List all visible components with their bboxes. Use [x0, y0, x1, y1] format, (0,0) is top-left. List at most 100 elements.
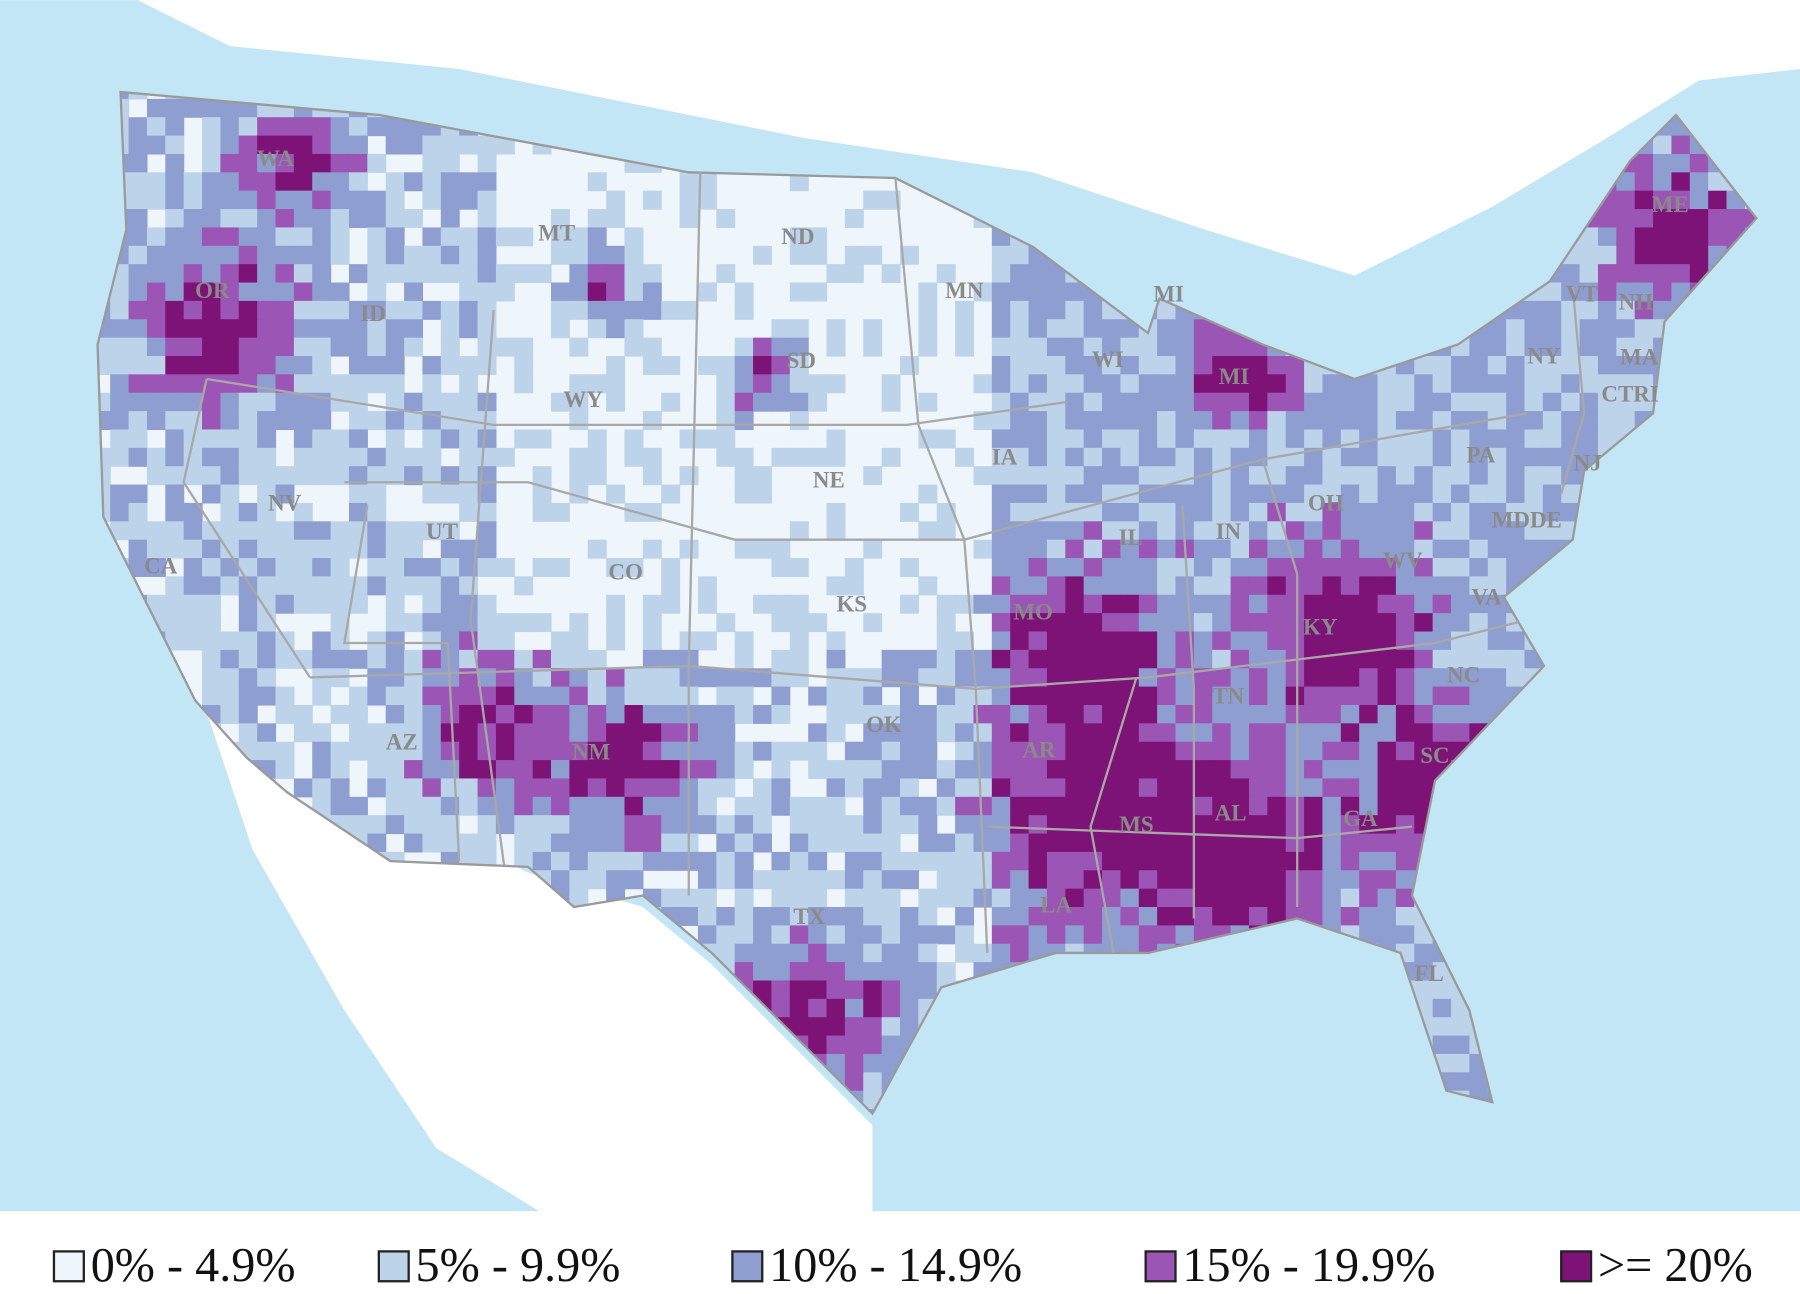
county-cell [551, 704, 570, 724]
county-cell [312, 411, 332, 431]
county-cell [367, 153, 387, 173]
county-cell [238, 594, 258, 614]
county-cell [551, 870, 570, 890]
county-cell [1046, 337, 1066, 357]
county-cell [1616, 300, 1636, 320]
county-cell [1248, 558, 1268, 577]
county-cell [826, 796, 846, 816]
county-cell [128, 392, 148, 412]
county-cell [1175, 484, 1195, 504]
county-cell [1175, 411, 1195, 431]
county-cell [385, 668, 405, 688]
county-cell [1230, 539, 1250, 559]
county-cell [514, 741, 534, 761]
county-cell [955, 649, 975, 669]
county-cell [1524, 502, 1544, 522]
county-cell [146, 594, 166, 614]
county-cell [1542, 429, 1562, 449]
county-cell [1157, 778, 1177, 798]
county-cell [624, 558, 644, 577]
county-cell [991, 466, 1011, 486]
county-cell [1138, 907, 1158, 926]
county-cell [844, 870, 864, 890]
county-cell [275, 521, 295, 541]
county-cell [881, 760, 901, 780]
county-cell [1377, 870, 1397, 890]
county-cell [1083, 447, 1103, 467]
county-cell [1487, 392, 1507, 412]
county-cell [734, 539, 754, 559]
county-cell [1359, 539, 1379, 559]
county-cell [606, 374, 626, 394]
county-cell [1285, 741, 1305, 761]
county-cell [1157, 502, 1177, 522]
county-cell [1506, 319, 1526, 339]
county-cell [1010, 319, 1030, 339]
county-cell [477, 796, 497, 816]
county-cell [1046, 576, 1066, 596]
county-cell [918, 833, 938, 853]
county-cell [422, 649, 442, 669]
county-cell [1028, 337, 1048, 357]
county-cell [1377, 502, 1397, 522]
county-cell [1065, 282, 1085, 302]
county-cell [1285, 778, 1305, 798]
county-cell [1359, 631, 1379, 651]
county-cell [422, 760, 442, 780]
county-cell [1102, 521, 1121, 541]
county-cell [881, 704, 901, 724]
county-cell [716, 704, 736, 724]
county-cell [606, 558, 626, 577]
county-cell [771, 447, 791, 467]
county-cell [459, 778, 479, 798]
county-cell [826, 778, 846, 798]
county-cell [789, 870, 809, 890]
county-cell [1083, 411, 1103, 431]
county-cell [1469, 558, 1489, 577]
county-cell [440, 613, 460, 633]
county-cell [514, 227, 534, 247]
county-cell [1010, 833, 1030, 853]
county-cell [991, 723, 1011, 743]
county-cell [606, 484, 626, 504]
county-cell [146, 282, 166, 302]
county-cell [128, 411, 148, 431]
county-cell [165, 466, 185, 486]
county-cell [900, 355, 919, 375]
county-cell [918, 576, 938, 596]
county-cell [1359, 686, 1379, 706]
state-label: CTRI [1601, 381, 1658, 406]
county-cell [900, 998, 919, 1018]
county-cell [348, 429, 368, 449]
county-cell [1395, 594, 1415, 614]
county-cell [367, 245, 387, 265]
county-cell [734, 815, 754, 835]
county-cell [1248, 704, 1268, 724]
county-cell [1175, 558, 1195, 577]
county-cell [459, 613, 479, 633]
county-cell [477, 631, 497, 651]
county-cell [1248, 686, 1268, 706]
county-cell [1157, 760, 1177, 780]
county-cell [1506, 502, 1526, 522]
county-cell [955, 943, 975, 963]
county-cell [477, 300, 497, 320]
county-cell [1377, 778, 1397, 798]
county-cell [826, 704, 846, 724]
county-cell [257, 686, 277, 706]
county-cell [459, 227, 479, 247]
county-cell [146, 172, 166, 192]
county-cell [1708, 209, 1728, 228]
county-cell [991, 925, 1011, 945]
county-cell [1028, 631, 1048, 651]
county-cell [936, 521, 956, 541]
county-cell [165, 337, 185, 357]
county-cell [753, 539, 773, 559]
county-cell [532, 704, 552, 724]
county-cell [716, 833, 736, 853]
county-cell [238, 558, 258, 577]
county-cell [1120, 704, 1140, 724]
county-cell [330, 649, 350, 669]
county-cell [220, 245, 240, 265]
county-cell [1028, 686, 1048, 706]
